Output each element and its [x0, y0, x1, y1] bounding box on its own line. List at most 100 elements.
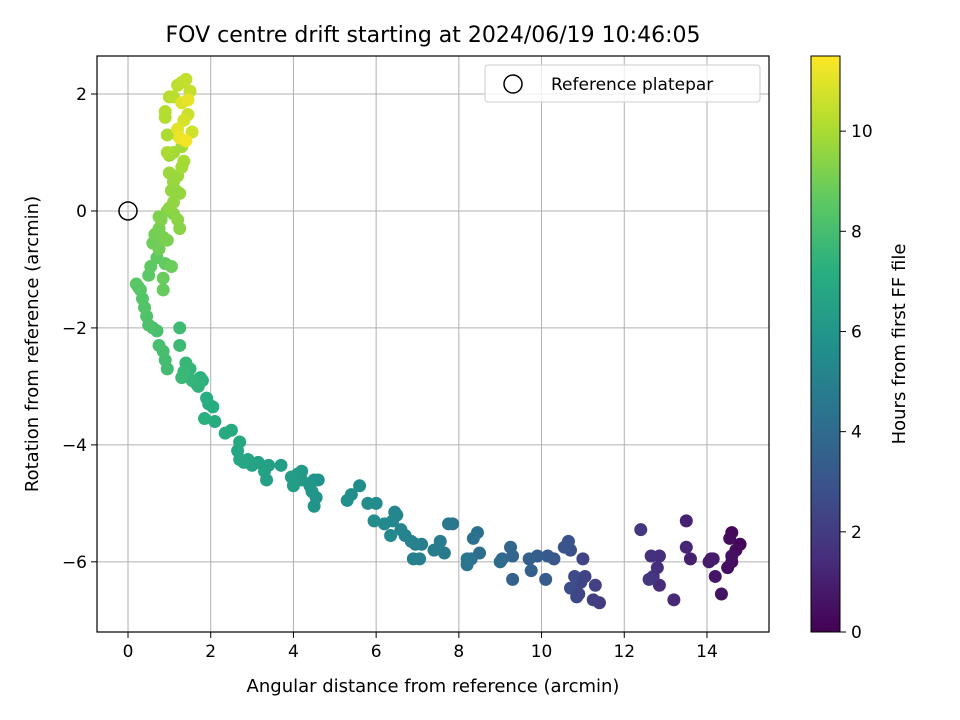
x-tick-label: 14 [696, 642, 718, 662]
scatter-point [156, 283, 170, 297]
scatter-point [156, 271, 170, 285]
scatter-point [679, 514, 693, 528]
scatter-point [164, 260, 178, 274]
x-axis-label: Angular distance from reference (arcmin) [247, 676, 620, 697]
scatter-point [714, 587, 728, 601]
y-tick-label: 2 [76, 85, 87, 105]
scatter-point [274, 458, 288, 472]
chart-title: FOV centre drift starting at 2024/06/19 … [166, 23, 701, 48]
scatter-point [384, 529, 398, 543]
colorbar-tick-label: 2 [851, 523, 862, 543]
colorbar-ticks: 0 2 4 6 8 10 [840, 122, 873, 643]
scatter-point [725, 549, 739, 563]
scatter-point [650, 561, 664, 575]
colorbar-tick-label: 8 [851, 222, 862, 242]
scatter-point [708, 569, 722, 583]
scatter-point [539, 572, 553, 586]
scatter-point [233, 435, 247, 449]
scatter-point [160, 233, 174, 247]
scatter-point [506, 572, 520, 586]
scatter-point [361, 496, 375, 510]
scatter-point [169, 183, 183, 197]
scatter-point [152, 242, 166, 256]
scatter-point [541, 549, 555, 563]
scatter-point [218, 426, 232, 440]
scatter-point [568, 569, 582, 583]
scatter-point [158, 105, 172, 119]
scatter-point [179, 72, 193, 86]
y-tick-label: −2 [62, 319, 87, 339]
scatter-point [179, 134, 193, 148]
scatter-point [493, 555, 507, 569]
legend-label: Reference platepar [551, 75, 713, 95]
colorbar-tick-label: 6 [851, 322, 862, 342]
x-tick-label: 10 [531, 642, 553, 662]
scatter-point [460, 552, 474, 566]
scatter-point [200, 391, 214, 405]
scatter-point [286, 479, 300, 493]
y-tick-label: −6 [62, 553, 87, 573]
x-tick-label: 8 [453, 642, 464, 662]
reference-marker [118, 201, 138, 221]
scatter-point [173, 338, 187, 352]
scatter-point [504, 540, 518, 554]
scatter-point [129, 277, 143, 291]
scatter-point [588, 578, 602, 592]
y-tick-label: 0 [76, 202, 87, 222]
scatter-point [442, 517, 456, 531]
scatter-point [160, 128, 174, 142]
scatter-point [406, 552, 420, 566]
scatter-point [576, 552, 590, 566]
scatter-point [160, 145, 174, 159]
scatter-point [427, 543, 441, 557]
scatter-point [634, 523, 648, 537]
scatter-point [572, 587, 586, 601]
colorbar: 0 2 4 6 8 10 Hours from first FF file [810, 55, 910, 643]
colorbar-tick-label: 0 [851, 623, 862, 643]
scatter-point [586, 593, 600, 607]
scatter-point [175, 371, 189, 385]
colorbar-label: Hours from first FF file [889, 244, 910, 445]
scatter-point [466, 531, 480, 545]
scatter-points [129, 72, 747, 610]
x-tick-label: 0 [123, 642, 134, 662]
scatter-point [394, 523, 408, 537]
colorbar-tick-label: 4 [851, 423, 862, 443]
scatter-point [578, 569, 592, 583]
scatter-point [437, 546, 451, 560]
y-axis-ticks: −6 −4 −2 0 2 [62, 85, 97, 573]
scatter-point [152, 338, 166, 352]
x-tick-label: 2 [205, 642, 216, 662]
x-tick-label: 12 [613, 642, 635, 662]
scatter-point [679, 540, 693, 554]
legend: Reference platepar [484, 64, 761, 103]
scatter-point [185, 374, 199, 388]
y-axis-label: Rotation from reference (arcmin) [22, 196, 43, 492]
scatter-point [171, 213, 185, 227]
scatter-point [307, 499, 321, 513]
colorbar-gradient [810, 55, 841, 633]
x-tick-label: 6 [371, 642, 382, 662]
scatter-point [683, 552, 697, 566]
legend-box [484, 64, 761, 103]
legend-marker [503, 74, 523, 94]
scatter-point [644, 549, 658, 563]
scatter-point [173, 321, 187, 335]
plot-frame [96, 55, 770, 633]
scatter-point [175, 160, 189, 174]
scatter-point [181, 93, 195, 107]
scatter-point [198, 412, 212, 426]
x-tick-label: 4 [288, 642, 299, 662]
scatter-point [208, 414, 222, 428]
scatter-point [642, 572, 656, 586]
colorbar-tick-label: 10 [851, 122, 873, 142]
scatter-point [367, 514, 381, 528]
reference-point [118, 201, 138, 221]
scatter-point [557, 540, 571, 554]
scatter-point [340, 493, 354, 507]
scatter-point [524, 564, 538, 578]
scatter-point [706, 552, 720, 566]
scatter-point [667, 593, 681, 607]
scatter-point [353, 479, 367, 493]
x-axis-ticks: 0 2 4 6 8 10 12 14 [123, 632, 718, 662]
